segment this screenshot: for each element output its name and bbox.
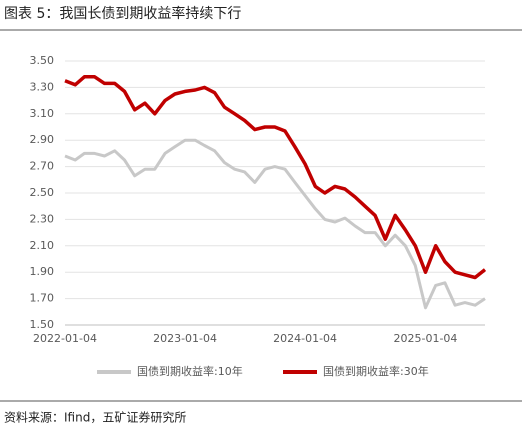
series-line <box>64 138 486 310</box>
y-tick-label: 1.90 <box>30 265 55 278</box>
y-tick-label: 2.10 <box>30 239 55 252</box>
y-tick-label: 3.50 <box>30 54 55 67</box>
x-tick-label: 2022-01-04 <box>33 332 97 345</box>
y-tick-label: 3.10 <box>30 107 55 120</box>
legend-label: 国债到期收益率:30年 <box>323 364 429 378</box>
x-tick-label: 2025-01-04 <box>394 332 458 345</box>
y-tick-label: 2.50 <box>30 186 55 199</box>
chart-title: 图表 5：我国长债到期收益率持续下行 <box>4 5 241 22</box>
y-tick-label: 1.70 <box>30 292 55 305</box>
source: 资料来源：Ifind，五矿证券研究所 <box>4 410 186 425</box>
y-tick-label: 2.70 <box>30 160 55 173</box>
x-tick-label: 2023-01-04 <box>153 332 217 345</box>
y-tick-label: 1.50 <box>30 318 55 331</box>
y-tick-label: 3.30 <box>30 80 55 93</box>
y-tick-label: 2.30 <box>30 212 55 225</box>
y-tick-label: 2.90 <box>30 133 55 146</box>
x-tick-label: 2024-01-04 <box>273 332 337 345</box>
legend-label: 国债到期收益率:10年 <box>137 364 243 378</box>
series-line <box>64 75 487 280</box>
